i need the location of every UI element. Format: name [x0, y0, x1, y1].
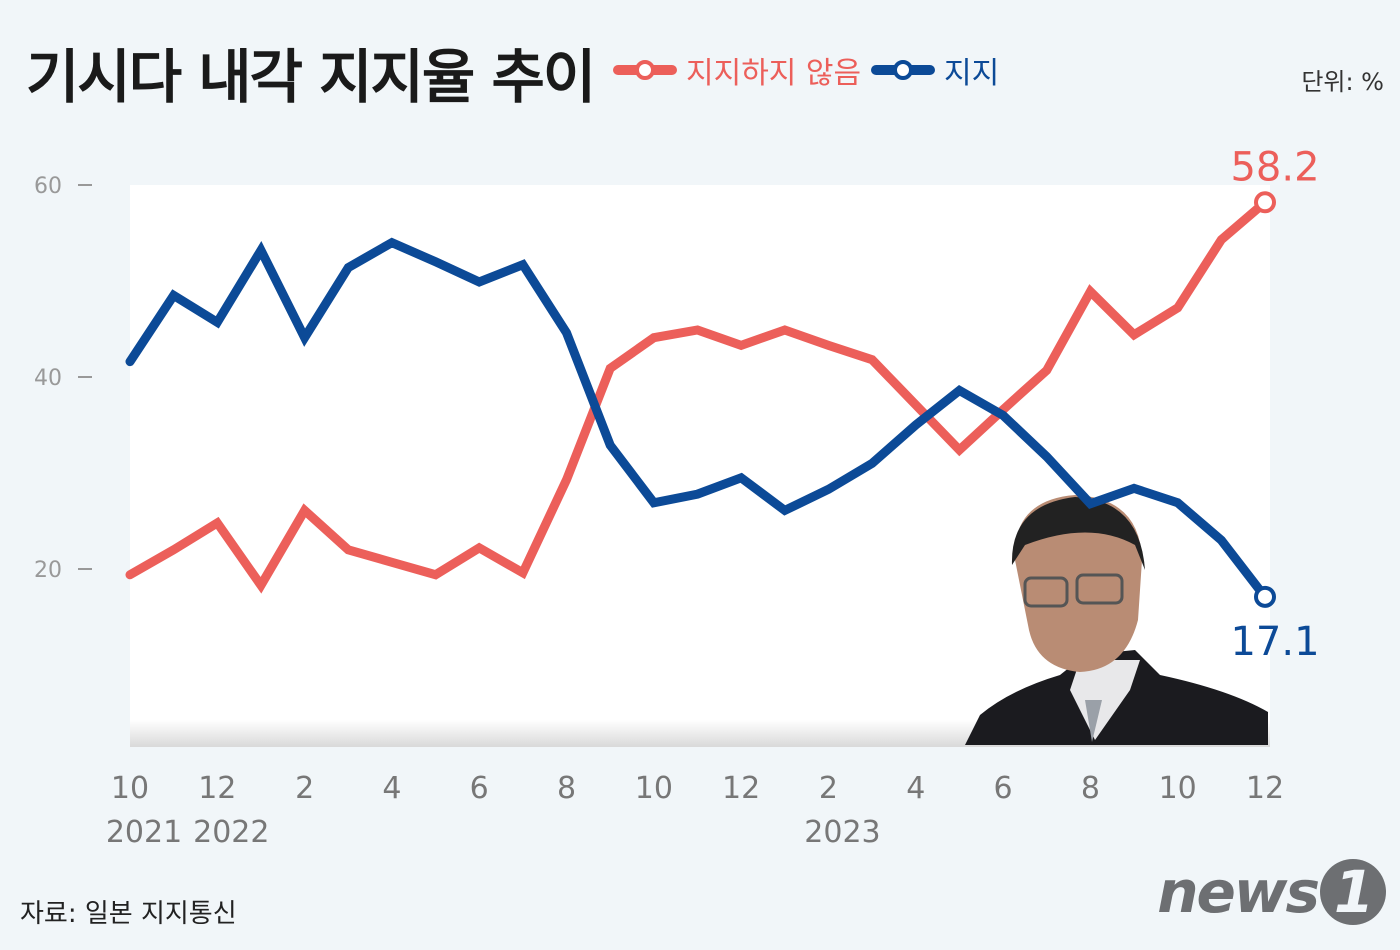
x-tick-month-label: 6	[994, 771, 1013, 806]
y-tick-label: 20	[34, 558, 62, 583]
end-point-marker-approve	[1254, 585, 1276, 608]
series-line-approve	[125, 237, 1270, 602]
x-tick-month-label: 10	[111, 771, 149, 806]
x-tick-month-label: 10	[1159, 771, 1197, 806]
legend-line-marker-icon	[871, 60, 935, 80]
portrait-photo	[965, 495, 1268, 745]
source-label: 자료: 일본 지지통신	[20, 899, 237, 929]
x-tick-month-label: 8	[1081, 771, 1100, 806]
x-tick-month-label: 12	[1246, 771, 1284, 806]
legend-item-approve: 지지	[870, 48, 999, 92]
x-tick-month-label: 2	[819, 771, 838, 806]
news1-logo: news 1	[1157, 858, 1386, 926]
series-lines	[125, 191, 1276, 608]
x-tick-month-label: 12	[722, 771, 760, 806]
end-labels: 58.2 17.1	[1230, 144, 1319, 665]
x-tick-month-label: 10	[635, 771, 673, 806]
x-tick-year-label: 2022	[193, 815, 269, 850]
end-value-label-disapprove: 58.2	[1230, 144, 1319, 190]
unit-label: 단위: %	[1301, 68, 1384, 96]
x-axis: 10 2021 12 2022 2 4 6 8 10 12 2 2023 4 6 8 10 12	[106, 771, 1284, 850]
series-line-disapprove	[125, 197, 1270, 594]
legend-item-disapprove: 지지하지 않음	[612, 48, 861, 92]
chart-title: 기시다 내각 지지율 추이	[26, 43, 596, 111]
x-tick-month-label: 8	[557, 771, 576, 806]
x-tick-month-label: 2	[295, 771, 314, 806]
x-tick-month-label: 6	[470, 771, 489, 806]
y-axis: 20 40 60	[34, 174, 92, 583]
y-tick-label: 60	[34, 174, 62, 199]
x-tick-year-label: 2021	[106, 815, 182, 850]
end-point-marker-disapprove	[1254, 191, 1276, 214]
y-tick-label: 40	[34, 366, 62, 391]
x-tick-month-label: 12	[198, 771, 236, 806]
legend-line-marker-icon	[613, 60, 677, 80]
x-tick-month-label: 4	[382, 771, 401, 806]
legend-label: 지지	[944, 56, 1000, 91]
x-tick-month-label: 4	[906, 771, 925, 806]
end-value-label-approve: 17.1	[1230, 619, 1319, 665]
legend-label: 지지하지 않음	[686, 56, 862, 91]
x-tick-year-label: 2023	[804, 815, 880, 850]
